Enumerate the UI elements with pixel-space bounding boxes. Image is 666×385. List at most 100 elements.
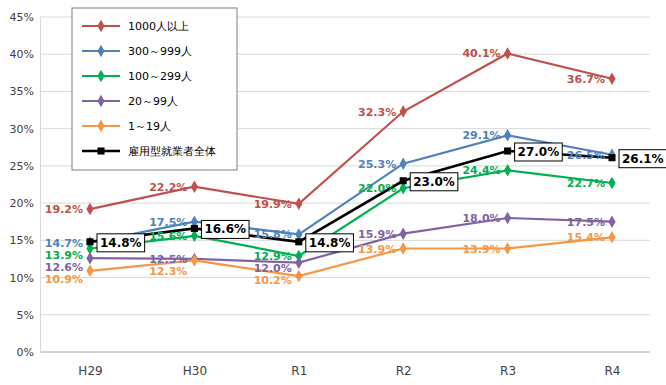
x-tick-label: R2 — [396, 364, 412, 378]
x-tick-label: R3 — [500, 364, 516, 378]
y-tick: 20% — [10, 197, 40, 210]
data-label: 22.7% — [567, 177, 605, 190]
y-axis: 0%5%10%15%20%25%30%35%40%45% — [10, 11, 41, 359]
legend-label: 1～19人 — [128, 120, 171, 133]
y-tick: 45% — [10, 11, 40, 24]
y-tick-label: 30% — [10, 123, 34, 136]
series-marker — [295, 256, 302, 268]
series-marker — [295, 238, 302, 245]
series-marker — [504, 147, 511, 154]
data-label: 27.0% — [518, 145, 560, 159]
chart: 0%5%10%15%20%25%30%35%40%45%H29H30R1R2R3… — [0, 0, 666, 385]
series-marker — [504, 242, 511, 254]
legend-label: 300～999人 — [128, 45, 192, 58]
y-tick: 35% — [10, 85, 40, 98]
series-marker — [608, 231, 615, 243]
data-label: 18.0% — [462, 212, 500, 225]
data-label: 13.9% — [462, 243, 500, 256]
y-tick-label: 5% — [17, 309, 34, 322]
data-label: 22.2% — [149, 181, 187, 194]
x-tick: R1 — [291, 352, 307, 378]
data-label: 26.5% — [567, 149, 605, 162]
legend-marker — [97, 147, 104, 154]
y-tick: 40% — [10, 48, 40, 61]
series-marker — [608, 177, 615, 189]
y-tick-label: 40% — [10, 48, 34, 61]
legend-marker — [97, 95, 104, 107]
data-label-frame — [201, 220, 249, 238]
series-line — [90, 53, 612, 209]
series-marker — [400, 105, 407, 117]
data-label: 17.5% — [567, 216, 605, 229]
series-marker — [400, 157, 407, 169]
y-tick-label: 0% — [17, 346, 34, 359]
legend-label: 1000人以上 — [128, 20, 189, 33]
series-marker — [504, 164, 511, 176]
x-tick: H29 — [78, 352, 102, 378]
data-label-box: 27.0% — [515, 143, 563, 161]
series-marker — [86, 252, 93, 264]
data-label: 19.9% — [254, 198, 292, 211]
series-marker — [504, 47, 511, 59]
data-label: 29.1% — [462, 129, 500, 142]
data-label: 16.6% — [204, 222, 246, 236]
x-tick-label: H30 — [183, 364, 207, 378]
series-marker — [608, 73, 615, 85]
series-marker — [608, 148, 615, 160]
series-marker — [295, 198, 302, 210]
series-line — [90, 170, 612, 256]
data-label-frame — [97, 234, 145, 252]
data-label: 23.0% — [413, 175, 455, 189]
legend-label: 100～299人 — [128, 70, 192, 83]
x-axis: H29 H30 R1 R2 R3 R4 — [78, 352, 620, 378]
series-marker — [86, 238, 93, 245]
legend-marker — [97, 120, 104, 132]
series-line — [90, 135, 612, 242]
data-label-box: 26.1% — [619, 150, 666, 168]
data-label: 15.8% — [254, 228, 292, 241]
data-label: 15.9% — [358, 228, 396, 241]
legend: 1000人以上300～999人100～299人20～99人1～19人雇用型就業者… — [72, 8, 237, 170]
y-tick-label: 45% — [10, 11, 34, 24]
y-tick: 25% — [10, 160, 40, 173]
y-tick: 30% — [10, 123, 40, 136]
data-label: 25.3% — [358, 158, 396, 171]
data-label: 40.1% — [462, 47, 500, 60]
grid-line — [40, 277, 650, 278]
data-label: 22.0% — [358, 182, 396, 195]
x-tick: H30 — [183, 352, 207, 378]
legend-box — [72, 8, 237, 170]
data-label: 13.9% — [358, 243, 396, 256]
data-label: 12.3% — [149, 265, 187, 278]
series-marker — [400, 177, 407, 184]
data-label: 32.3% — [358, 106, 396, 119]
x-tick: R2 — [396, 352, 412, 378]
data-label: 24.4% — [462, 164, 500, 177]
data-label-frame — [306, 234, 354, 252]
data-label-box: 14.8% — [97, 234, 145, 252]
series-marker — [191, 225, 198, 232]
data-label: 10.2% — [254, 274, 292, 287]
data-label: 15.6% — [149, 230, 187, 243]
data-label-box: 23.0% — [410, 173, 458, 191]
series-marker — [608, 215, 615, 227]
data-label: 36.7% — [567, 73, 605, 86]
series-marker — [504, 212, 511, 224]
y-tick: 15% — [10, 234, 40, 247]
data-label-frame — [410, 173, 458, 191]
y-axis-line — [40, 18, 41, 353]
legend-marker — [97, 20, 104, 32]
legend-label: 雇用型就業者全体 — [128, 145, 216, 158]
x-tick-label: H29 — [78, 364, 102, 378]
grid-line — [40, 352, 650, 353]
y-tick-label: 25% — [10, 160, 34, 173]
legend-marker — [97, 70, 104, 82]
data-label-frame — [619, 150, 666, 168]
data-label: 17.5% — [149, 216, 187, 229]
series-marker — [400, 227, 407, 239]
x-tick: R4 — [605, 352, 621, 378]
y-tick-label: 20% — [10, 197, 34, 210]
data-label-box: 14.8% — [306, 234, 354, 252]
data-label: 26.1% — [622, 152, 664, 166]
data-label: 15.4% — [567, 231, 605, 244]
